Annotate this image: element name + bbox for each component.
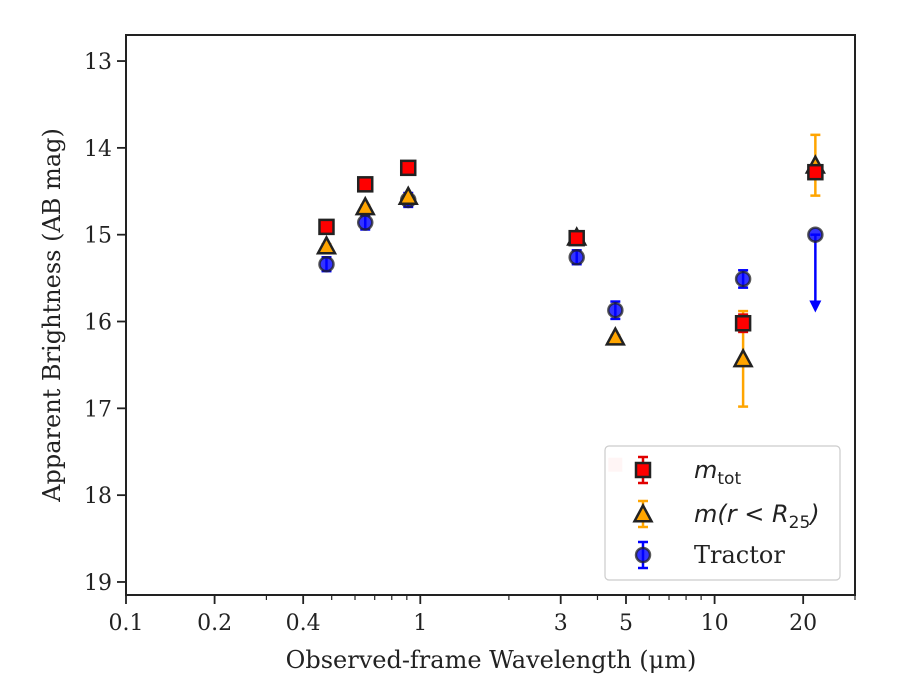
data-point — [734, 270, 752, 288]
x-tick-label: 10 — [701, 611, 729, 636]
y-tick-label: 19 — [84, 571, 112, 596]
data-point — [356, 176, 374, 193]
y-tick-label: 18 — [84, 484, 112, 509]
x-tick-label: 0.1 — [109, 611, 144, 636]
y-axis-label: Apparent Brightness (AB mag) — [38, 128, 66, 503]
data-point — [354, 195, 376, 216]
data-point — [318, 255, 335, 273]
legend-marker — [634, 461, 652, 479]
y-tick-label: 17 — [84, 397, 112, 422]
data-point — [807, 226, 824, 243]
data-point — [397, 185, 419, 205]
y-axis: 13 14 15 16 17 18 19 — [84, 50, 126, 596]
data-point — [315, 234, 338, 255]
data-marks — [315, 133, 826, 472]
legend-box — [604, 445, 841, 581]
x-tick-label: 1 — [413, 611, 427, 636]
plot-frame — [125, 34, 856, 596]
legend-marker — [634, 546, 652, 564]
series-circle — [318, 191, 824, 321]
legend-label: Tractor — [694, 541, 785, 569]
upper-limit-arrowhead — [809, 300, 822, 313]
data-point — [732, 347, 754, 368]
y-tick-label: 16 — [84, 311, 112, 336]
y-tick-label: 14 — [84, 137, 112, 162]
legend-label: m(r < R25) — [694, 500, 820, 533]
data-point — [604, 326, 626, 346]
x-tick-label: 20 — [789, 611, 817, 636]
plot-area — [125, 34, 856, 596]
legend-label: mtot — [694, 456, 741, 489]
data-point — [318, 218, 335, 236]
data-point — [807, 163, 824, 181]
x-tick-label: 3 — [554, 611, 568, 636]
x-axis: 0.1 0.2 0.4 1 3 5 10 20 — [109, 595, 856, 636]
data-point — [356, 214, 374, 231]
series-square — [318, 159, 824, 334]
legend: mtot m(r < R25) Tractor — [604, 445, 841, 581]
data-point — [568, 229, 585, 247]
data-point — [568, 249, 585, 266]
x-tick-label: 5 — [619, 611, 633, 636]
y-tick-label: 13 — [84, 50, 112, 75]
data-point — [399, 159, 417, 177]
data-point — [734, 314, 752, 332]
y-tick-label: 15 — [84, 224, 112, 249]
legend-marker — [632, 502, 654, 523]
x-tick-label: 0.2 — [197, 611, 232, 636]
x-tick-label: 0.4 — [286, 611, 321, 636]
data-point — [607, 301, 624, 319]
x-axis-label: Observed-frame Wavelength (μm) — [286, 646, 697, 674]
